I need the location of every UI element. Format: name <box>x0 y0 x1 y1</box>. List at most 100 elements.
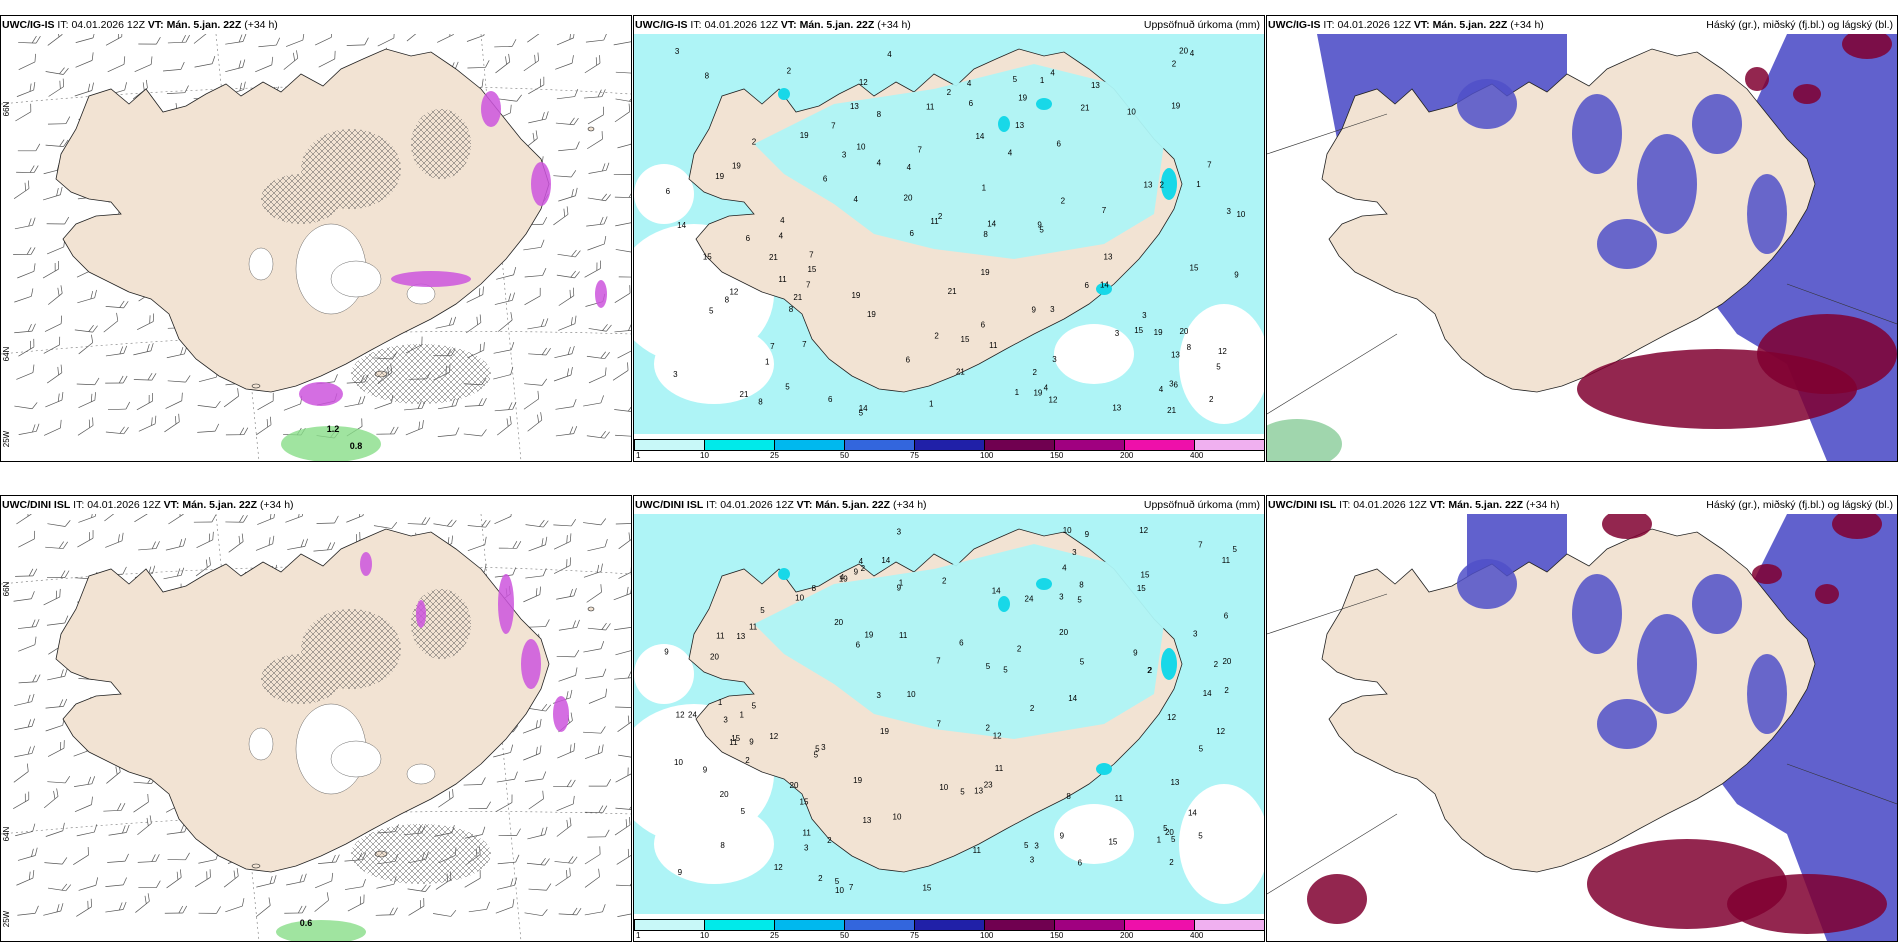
low-cloud <box>1815 584 1839 604</box>
precip-amount-label: 8 <box>720 841 725 850</box>
precip-amount-label: 10 <box>907 690 916 699</box>
hatched-area <box>351 824 491 884</box>
precip-amount-label: 19 <box>1171 102 1180 111</box>
low-cloud <box>1307 874 1367 924</box>
colorbar-tick-label: 100 <box>980 451 994 460</box>
precip-maximum <box>1096 763 1112 775</box>
precip-amount-label: 9 <box>1133 648 1138 657</box>
precip-amount-label: 9 <box>1085 530 1090 539</box>
model-name: UWC/DINI ISL <box>635 499 704 511</box>
precip-amount-label: 20 <box>710 653 719 662</box>
precip-maximum <box>778 568 790 580</box>
model-name: UWC/DINI ISL <box>2 499 71 511</box>
precip-amount-label: 3 <box>723 716 728 725</box>
no-precip-area <box>634 164 694 224</box>
precip-amount-label: 3 <box>675 47 680 56</box>
precip-amount-label: 19 <box>839 574 848 583</box>
precip-amount-label: 7 <box>936 657 941 666</box>
precip-amount-label: 6 <box>828 395 833 404</box>
precip-maximum <box>998 116 1010 132</box>
precip-amount-label: 4 <box>887 50 892 59</box>
precip-amount-label: 12 <box>729 288 738 297</box>
precip-amount-label: 1 <box>899 578 904 587</box>
precip-amount-label: 10 <box>939 783 948 792</box>
colorbar: 1 10 25 50 75 100 150 200 400 <box>634 439 1264 460</box>
precip-value: 1.2 <box>327 424 340 434</box>
precip-amount-label: 7 <box>1198 540 1203 549</box>
precip-amount-label: 11 <box>778 275 787 284</box>
precip-amount-label: 5 <box>859 408 864 417</box>
precip-amount-label: 20 <box>1222 657 1231 666</box>
colorbar-swatch <box>634 919 705 931</box>
valid-time: Mán. 5.jan. 22Z <box>799 19 875 31</box>
low-cloud <box>1745 67 1769 91</box>
precip-amount-label: 21 <box>956 367 965 376</box>
precip-amount-label: 23 <box>984 780 993 789</box>
precip-amount-label: 12 <box>859 78 868 87</box>
map-frame: UWC/DINI ISL IT: 04.01.2026 12Z VT: Mán.… <box>0 495 632 942</box>
mid-cloud-patch <box>1692 94 1742 154</box>
precip-amount-label: 3 <box>1115 329 1120 338</box>
precip-amount-label: 13 <box>736 632 745 641</box>
precip-amount-label: 2 <box>934 332 939 341</box>
vt-label: VT: <box>796 499 813 511</box>
low-cloud <box>1832 514 1882 539</box>
precip-amount-label: 21 <box>948 287 957 296</box>
precip-amount-label: 2 <box>861 564 866 573</box>
precip-amount-label: 5 <box>1080 657 1085 666</box>
mid-cloud-patch <box>1637 614 1697 714</box>
coord-label-lat66: 66N <box>2 101 11 116</box>
precip-amount-label: 2 <box>1061 197 1066 206</box>
colorbar: 1 10 25 50 75 100 150 200 400 <box>634 919 1264 940</box>
precip-amount-label: 5 <box>1216 363 1221 372</box>
precip-amount-label: 2 <box>745 756 750 765</box>
precip-amount-label: 11 <box>899 631 908 640</box>
glacier <box>406 283 436 305</box>
precip-amount-label: 9 <box>854 567 859 576</box>
precip-amount-label: 1 <box>1157 836 1162 845</box>
precip-amount-label: 9 <box>897 584 902 593</box>
low-cloud <box>1793 84 1821 104</box>
precip-amount-label: 5 <box>760 606 765 615</box>
panel-title: Háský (gr.), miðský (fj.bl.) og lágský (… <box>1706 499 1893 511</box>
precip-amount-label: 15 <box>1108 838 1117 847</box>
precip-amount-label: 8 <box>725 296 730 305</box>
precip-amount-label: 10 <box>795 594 804 603</box>
precip-amount-label: 5 <box>1171 835 1176 844</box>
mid-cloud-patch <box>1597 699 1657 749</box>
precip-amount-label: 1 <box>1196 180 1201 189</box>
precip-maximum <box>1036 98 1052 110</box>
colorbar-swatch <box>774 439 845 451</box>
precip-amount-label: 12 <box>1216 727 1225 736</box>
precip-amount-label: 11 <box>1115 794 1124 803</box>
precip-amount-label: 5 <box>815 745 820 754</box>
precip-maximum <box>1161 168 1177 200</box>
vt-label: VT: <box>147 19 164 31</box>
colorbar-swatch <box>914 919 985 931</box>
precip-amount-label: 19 <box>715 172 724 181</box>
hatched-area <box>411 589 471 659</box>
precip-amount-label: 5 <box>1199 744 1204 753</box>
precip-amount-label: 12 <box>1139 526 1148 535</box>
precip-amount-label: 15 <box>1190 263 1199 272</box>
precip-amount-label: 8 <box>983 230 988 239</box>
hatched-area <box>351 344 491 404</box>
mid-cloud-patch <box>1572 574 1622 654</box>
precip-amount-label: 5 <box>1163 824 1168 833</box>
glacier <box>330 260 382 298</box>
hatched-area <box>261 174 341 224</box>
glacier <box>248 727 274 761</box>
precip-amount-label: 11 <box>995 764 1004 773</box>
precip-amount-label: 6 <box>981 320 986 329</box>
colorbar-tick-label: 150 <box>1050 451 1064 460</box>
precip-amount-label: 13 <box>850 102 859 111</box>
lead-time: (+34 h) <box>1510 19 1544 31</box>
panel-header: UWC/IG-IS IT: 04.01.2026 12Z VT: Mán. 5.… <box>635 19 911 31</box>
precip-amount-label: 13 <box>1091 81 1100 90</box>
precip-amount-label: 3 <box>821 743 826 752</box>
precip-amount-label: 11 <box>926 103 935 112</box>
precip-amount-label: 19 <box>864 630 873 639</box>
land-iceland <box>1321 528 1816 873</box>
precip-amount-label: 3 <box>1059 592 1064 601</box>
colorbar-tick-label: 25 <box>770 931 779 940</box>
